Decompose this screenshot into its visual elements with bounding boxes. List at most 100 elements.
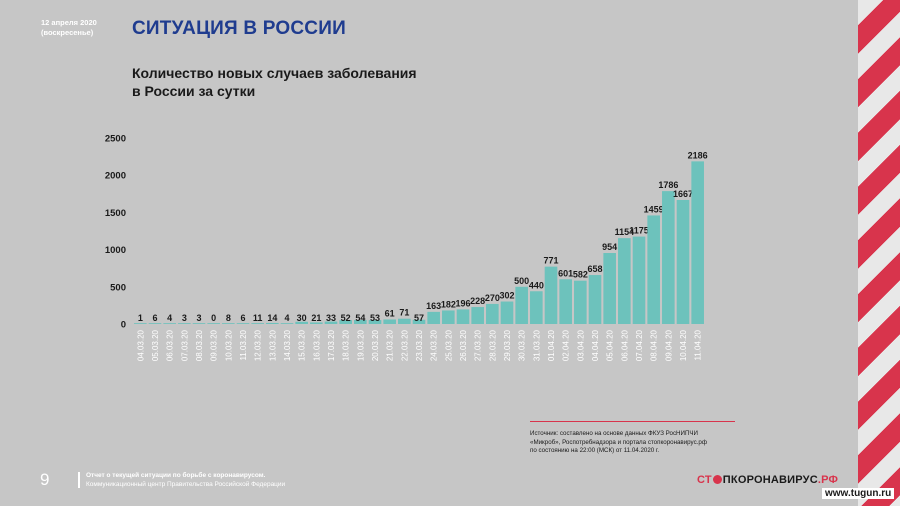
data-label: 1459	[644, 204, 664, 214]
data-label: 71	[399, 308, 409, 318]
data-label: 954	[602, 242, 617, 252]
stopcoronavirus-logo: СТ ПКОРОНАВИРУС.РФ	[697, 474, 838, 486]
x-tick-label: 06.03.20	[166, 329, 175, 361]
bar	[515, 286, 528, 324]
chart-title-line1: Количество новых случаев заболевания	[132, 65, 417, 81]
data-label: 582	[573, 270, 588, 280]
bar	[500, 301, 514, 324]
data-label: 1175	[629, 226, 649, 236]
logo-text-part3: .РФ	[817, 474, 839, 486]
data-label: 658	[587, 264, 602, 274]
bar	[280, 323, 294, 324]
bar	[559, 279, 572, 324]
chart-title: Количество новых случаев заболевания в Р…	[132, 64, 452, 100]
data-label: 0	[211, 313, 216, 323]
data-label: 228	[470, 296, 485, 306]
x-tick-label: 03.04.20	[576, 329, 585, 361]
source-note: Источник: составлено на основе данных ФК…	[530, 421, 735, 456]
bar	[456, 309, 470, 324]
decorative-stripes	[858, 0, 900, 506]
bar	[442, 310, 455, 324]
bar	[178, 323, 191, 324]
bar	[588, 275, 602, 324]
x-tick-label: 19.03.20	[356, 329, 365, 361]
bar	[544, 266, 558, 324]
x-tick-label: 13.03.20	[268, 329, 277, 361]
y-tick-label: 1000	[105, 245, 126, 256]
chart-title-line2: в России за сутки	[132, 83, 256, 99]
data-label: 57	[414, 313, 424, 323]
footer-divider	[78, 472, 80, 488]
y-tick-label: 1500	[105, 208, 126, 219]
x-tick-label: 07.04.20	[635, 329, 644, 361]
bar	[632, 236, 646, 324]
data-label: 2186	[688, 150, 708, 160]
bar	[368, 320, 382, 324]
data-label: 771	[543, 256, 558, 266]
x-tick-label: 29.03.20	[503, 329, 512, 361]
x-tick-label: 04.03.20	[136, 329, 145, 361]
data-label: 196	[455, 298, 470, 308]
bar	[324, 321, 338, 324]
footer-report-title: Отчет о текущей ситуации по борьбе с кор…	[86, 472, 266, 479]
logo-text-part2: ПКОРОНАВИРУС	[722, 474, 818, 486]
bar	[486, 303, 499, 324]
data-label: 53	[370, 313, 380, 323]
report-date-line2: (воскресенье)	[41, 28, 94, 37]
data-label: 54	[355, 313, 365, 323]
data-label: 8	[226, 313, 231, 323]
data-label: 21	[311, 313, 321, 323]
x-tick-label: 11.04.20	[694, 329, 703, 360]
bar	[471, 307, 484, 324]
bar	[603, 253, 616, 324]
page-title: СИТУАЦИЯ В РОССИИ	[132, 18, 346, 39]
x-tick-label: 10.03.20	[224, 329, 233, 361]
source-line2: «Микроб», Роспотребнадзора и портала сто…	[530, 438, 707, 446]
watermark: www.tugun.ru	[822, 488, 895, 499]
bar	[574, 280, 587, 324]
bar	[354, 319, 367, 324]
x-tick-label: 07.03.20	[180, 329, 189, 361]
bar	[618, 238, 631, 324]
y-tick-label: 2000	[105, 171, 126, 182]
bar	[295, 321, 308, 324]
x-tick-label: 31.03.20	[532, 329, 541, 361]
x-tick-label: 16.03.20	[312, 329, 321, 361]
bar	[222, 323, 235, 324]
source-line3: по состоянию на 22:00 (МСК) от 11.04.202…	[530, 447, 660, 454]
x-tick-label: 05.04.20	[606, 329, 615, 361]
x-tick-label: 14.03.20	[283, 329, 292, 361]
x-tick-label: 20.03.20	[371, 329, 380, 361]
x-tick-label: 23.03.20	[415, 329, 424, 361]
data-label: 1667	[673, 189, 693, 199]
data-label: 163	[426, 301, 441, 311]
x-tick-label: 17.03.20	[327, 329, 336, 361]
data-label: 4	[167, 313, 172, 323]
x-tick-label: 04.04.20	[591, 329, 600, 361]
bar	[427, 311, 440, 324]
data-label: 3	[182, 313, 187, 323]
x-tick-label: 27.03.20	[474, 329, 483, 361]
source-line1: Источник: составлено на основе данных ФК…	[530, 430, 698, 437]
bar	[530, 291, 543, 324]
data-label: 1154	[615, 227, 635, 237]
data-label: 601	[558, 268, 573, 278]
data-label: 33	[326, 313, 336, 323]
x-tick-label: 01.04.20	[547, 329, 556, 361]
data-label: 61	[385, 308, 395, 318]
x-tick-label: 10.04.20	[679, 329, 688, 361]
stop-circle-icon	[712, 475, 722, 484]
footer-organization: Коммуникационный центр Правительства Рос…	[86, 481, 286, 488]
x-tick-label: 12.03.20	[254, 329, 263, 361]
data-label: 4	[284, 313, 289, 323]
data-label: 30	[297, 313, 307, 323]
x-tick-label: 08.03.20	[195, 329, 204, 361]
data-label: 182	[441, 299, 456, 309]
data-label: 3	[196, 313, 201, 323]
data-label: 52	[341, 313, 351, 323]
bar	[310, 322, 323, 324]
data-label: 1	[138, 313, 143, 323]
y-tick-label: 0	[121, 320, 126, 331]
x-tick-label: 02.04.20	[562, 329, 571, 361]
x-tick-label: 18.03.20	[342, 329, 351, 361]
